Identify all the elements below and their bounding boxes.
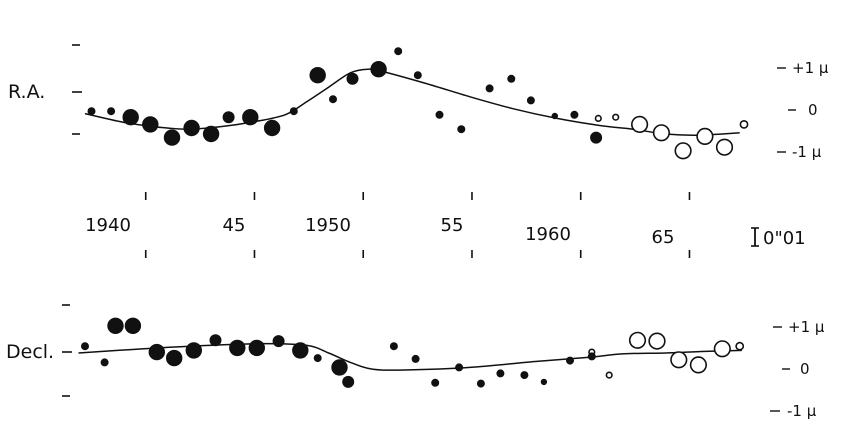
decl-point-6 (185, 342, 203, 359)
year-label-65: 65 (652, 227, 675, 248)
ra-point-25 (594, 114, 602, 122)
decl-panel-label: Decl. (6, 341, 54, 363)
decl-points (81, 317, 745, 388)
decl-point-14 (342, 375, 355, 388)
ra-point-16 (413, 71, 422, 80)
ra-point-27 (630, 115, 649, 133)
ra-zero-label: 0 (808, 101, 818, 119)
decl-panel: Decl. +1 μ 0 -1 μ (6, 304, 825, 420)
decl-point-10 (272, 335, 285, 348)
ra-point-8 (242, 108, 259, 126)
decl-point-0 (81, 342, 90, 351)
decl-point-12 (313, 354, 322, 363)
decl-point-27 (628, 331, 647, 349)
ra-point-15 (394, 47, 403, 56)
ra-point-14 (370, 60, 387, 78)
ra-point-29 (674, 142, 692, 160)
ra-point-2 (122, 108, 139, 126)
ra-panel-label: R.A. (8, 81, 45, 103)
ra-point-5 (183, 119, 200, 137)
ra-minus-one-label: -1 μ (792, 143, 822, 161)
decl-right-scale: +1 μ 0 -1 μ (770, 318, 825, 420)
decl-point-23 (566, 356, 575, 365)
decl-point-4 (148, 343, 166, 361)
decl-minus-one-label: -1 μ (787, 402, 817, 420)
decl-point-19 (476, 379, 485, 388)
year-label-1950: 1950 (305, 215, 351, 236)
decl-point-16 (411, 354, 420, 363)
ra-point-30 (696, 127, 714, 145)
ra-point-0 (87, 107, 96, 116)
decl-point-7 (209, 334, 222, 347)
decl-point-1 (100, 358, 109, 367)
decl-trend-curve (78, 342, 742, 371)
decl-point-17 (431, 378, 440, 387)
year-label-55: 55 (441, 215, 464, 236)
ra-point-3 (142, 116, 159, 133)
decl-point-32 (735, 341, 745, 351)
year-axis: 1940 45 1950 55 1960 65 0"01 (85, 192, 806, 258)
ra-point-13 (346, 72, 359, 85)
decl-point-11 (292, 342, 309, 359)
ra-point-10 (289, 107, 298, 116)
ra-right-scale: +1 μ 0 -1 μ (777, 59, 829, 161)
ra-point-9 (263, 119, 281, 137)
decl-point-9 (248, 339, 265, 357)
ra-points (87, 47, 749, 160)
decl-plus-one-label: +1 μ (788, 318, 825, 336)
decl-point-20 (496, 369, 505, 378)
ra-point-4 (163, 129, 181, 146)
ra-point-32 (739, 120, 749, 129)
ra-panel: R.A. +1 μ 0 -1 μ (8, 44, 829, 161)
decl-point-15 (389, 342, 398, 351)
ra-point-21 (526, 96, 535, 105)
ra-point-24 (590, 131, 603, 144)
ra-point-23 (570, 110, 579, 119)
decl-point-3 (124, 317, 142, 335)
decl-point-13 (331, 359, 348, 376)
ra-point-11 (309, 66, 326, 84)
decl-point-5 (165, 349, 183, 367)
ra-point-22 (551, 112, 558, 120)
decl-trend-line (78, 342, 742, 371)
ra-point-31 (715, 138, 734, 156)
decl-point-29 (670, 351, 688, 369)
decl-zero-label: 0 (800, 360, 810, 378)
decl-point-26 (605, 371, 613, 379)
ra-plus-one-label: +1 μ (792, 59, 829, 77)
ra-point-26 (612, 113, 620, 121)
decl-point-2 (107, 317, 124, 335)
decl-point-22 (540, 378, 548, 386)
ra-point-28 (652, 124, 671, 142)
ra-point-7 (222, 111, 235, 124)
decl-point-25 (587, 352, 596, 361)
ra-point-6 (202, 125, 220, 143)
scale-bar-label: 0"01 (763, 228, 806, 249)
year-label-1940: 1940 (85, 215, 131, 236)
ra-point-1 (107, 107, 116, 116)
decl-point-21 (520, 371, 529, 380)
year-axis-ticks (144, 192, 691, 258)
decl-point-30 (689, 356, 708, 374)
decl-point-18 (455, 363, 464, 372)
ra-point-12 (328, 95, 337, 104)
year-label-45: 45 (223, 215, 246, 236)
ra-point-19 (485, 84, 494, 93)
ra-point-17 (435, 110, 444, 119)
scale-bar: 0"01 (751, 227, 806, 249)
year-label-1960: 1960 (525, 224, 571, 245)
decl-point-28 (648, 332, 666, 350)
ra-point-20 (507, 74, 516, 83)
decl-point-8 (229, 339, 246, 357)
ra-point-18 (457, 125, 466, 134)
decl-point-31 (713, 340, 731, 358)
